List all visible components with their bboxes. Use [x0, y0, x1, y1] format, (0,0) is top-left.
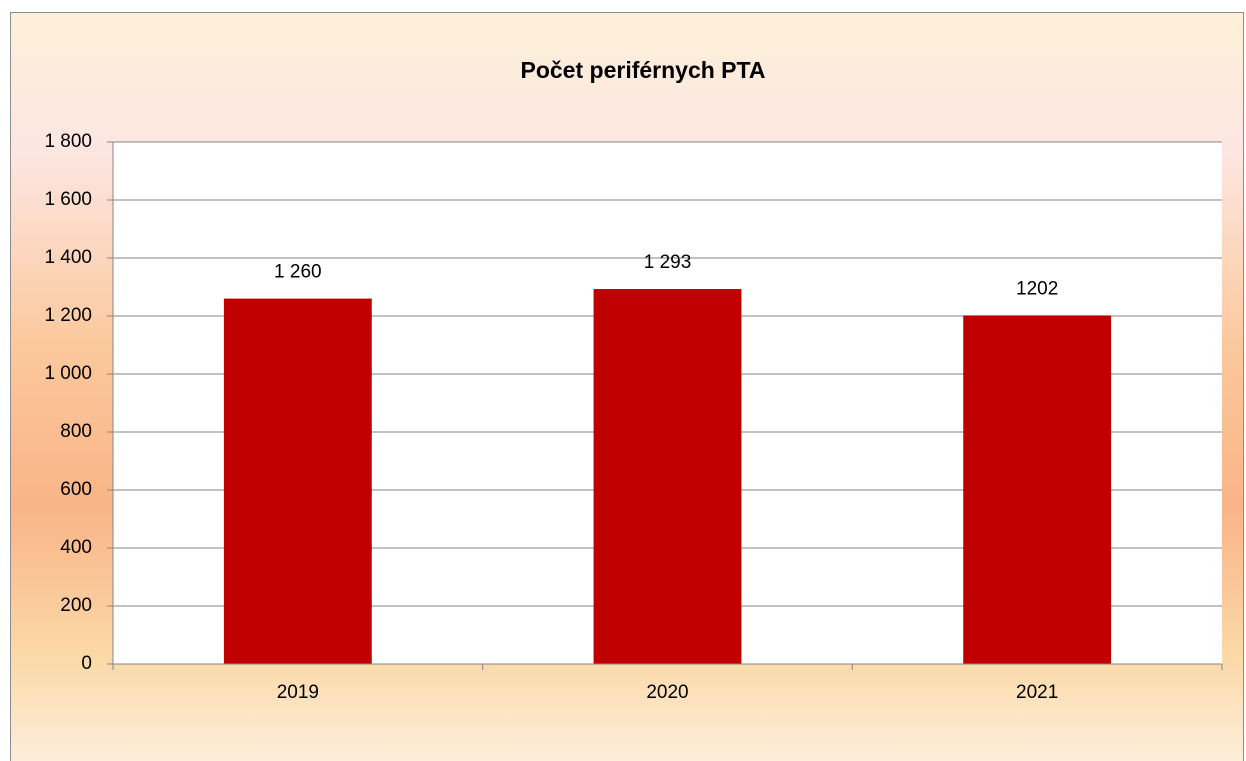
- data-label: 1202: [1016, 278, 1058, 299]
- y-tick-label: 800: [60, 421, 92, 442]
- y-tick-label: 1 400: [44, 247, 92, 268]
- x-tick-label: 2020: [646, 682, 688, 703]
- y-tick-label: 1 000: [44, 363, 92, 384]
- bar: [223, 298, 372, 664]
- chart-title: Počet periférnych PTA: [521, 57, 766, 83]
- data-label: 1 293: [644, 252, 692, 273]
- y-tick-label: 1 200: [44, 305, 92, 326]
- data-label: 1 260: [274, 262, 322, 283]
- y-tick-label: 0: [81, 653, 92, 674]
- bar: [593, 289, 742, 664]
- y-tick-label: 1 800: [44, 131, 92, 152]
- y-tick-label: 200: [60, 595, 92, 616]
- y-tick-label: 1 600: [44, 189, 92, 210]
- bar: [963, 315, 1112, 664]
- x-tick-label: 2021: [1016, 682, 1058, 703]
- y-tick-label: 400: [60, 537, 92, 558]
- y-tick-label: 600: [60, 479, 92, 500]
- x-tick-label: 2019: [277, 682, 319, 703]
